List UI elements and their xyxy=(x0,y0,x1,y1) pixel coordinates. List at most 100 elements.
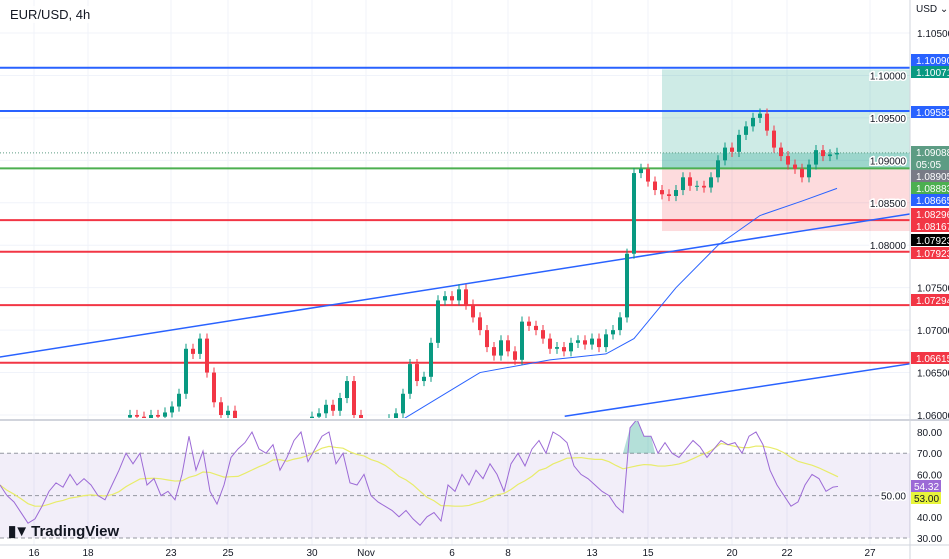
price-label-badge xyxy=(911,182,949,194)
position-target-zone xyxy=(662,69,910,169)
candle-body xyxy=(191,348,195,354)
candle-body xyxy=(359,415,363,418)
time-tick-label: 6 xyxy=(449,548,455,559)
time-tick-label: 20 xyxy=(726,548,738,559)
price-tick-label: 1.08000 xyxy=(870,241,907,252)
candle-body xyxy=(520,321,524,360)
candle-body xyxy=(534,325,538,331)
time-tick-label: 15 xyxy=(642,548,654,559)
moving-average-line xyxy=(404,187,838,418)
candle-body xyxy=(499,340,503,356)
price-label-text: 1.07923 xyxy=(916,236,949,247)
candle-body xyxy=(555,347,559,349)
candle-body xyxy=(135,415,139,417)
price-label-badge xyxy=(911,208,949,220)
candle-body xyxy=(744,126,748,135)
price-tick-label: 1.07000 xyxy=(917,326,949,337)
candle-body xyxy=(688,177,692,186)
candle-body xyxy=(653,181,657,191)
price-label-text: 1.09088 xyxy=(916,148,949,159)
price-label-text: 1.08167 xyxy=(916,222,949,233)
candle-body xyxy=(779,147,783,157)
currency-selector[interactable]: USD ⌄ xyxy=(916,4,948,15)
candle-body xyxy=(338,398,342,411)
candle-body xyxy=(324,404,328,414)
price-label-text: 1.10090 xyxy=(916,56,949,67)
currency-label: USD xyxy=(916,4,938,15)
rsi-overbought-fill xyxy=(623,421,655,454)
chevron-down-icon: ⌄ xyxy=(939,4,949,15)
price-label-text: 1.08883 xyxy=(916,184,949,195)
candle-body xyxy=(457,289,461,301)
price-label-badge xyxy=(911,294,949,306)
price-tick-label: 1.10000 xyxy=(870,71,907,82)
tradingview-logo[interactable]: ▮▼ TradingView xyxy=(8,522,120,541)
candle-body xyxy=(233,410,237,418)
candle-body xyxy=(548,338,552,349)
rsi-tick-label: 60.00 xyxy=(917,470,942,481)
candle-body xyxy=(268,436,272,442)
candle-body xyxy=(401,393,405,414)
time-tick-label: 23 xyxy=(165,548,177,559)
candle-body xyxy=(303,423,307,427)
candle-body xyxy=(310,416,314,418)
candle-body xyxy=(240,423,244,427)
candle-body xyxy=(793,164,797,169)
candle-body xyxy=(142,416,146,418)
symbol-title[interactable]: EUR/USD, 4h xyxy=(8,6,93,23)
candle-body xyxy=(506,340,510,352)
candle-body xyxy=(436,300,440,343)
candle-body xyxy=(415,364,419,382)
candle-body xyxy=(786,156,790,165)
candle-body xyxy=(814,150,818,165)
candle-body xyxy=(835,152,839,155)
candle-body xyxy=(541,330,545,339)
rsi-label-text: 54.32 xyxy=(914,482,939,493)
candle-body xyxy=(345,381,349,399)
candle-body xyxy=(275,432,279,436)
candle-body xyxy=(212,372,216,403)
price-tick-label: 1.06500 xyxy=(917,369,949,380)
countdown-text: 05:05 xyxy=(916,160,941,171)
candle-body xyxy=(282,428,286,432)
candle-body xyxy=(716,160,720,178)
time-tick-label: 27 xyxy=(864,548,876,559)
rsi-tick-label: 70.00 xyxy=(917,449,942,460)
candle-body xyxy=(597,338,601,348)
price-label-text: 1.07294 xyxy=(916,296,949,307)
candle-body xyxy=(485,330,489,348)
price-tick-label: 1.09000 xyxy=(870,156,907,167)
tradingview-logo-icon: ▮▼ xyxy=(8,523,29,540)
price-label-badge xyxy=(911,220,949,232)
candle-body xyxy=(219,402,223,416)
candle-body xyxy=(471,304,475,318)
candle-body xyxy=(646,168,650,182)
candle-body xyxy=(156,415,160,417)
candle-body xyxy=(331,404,335,411)
price-label-badge xyxy=(911,170,949,182)
time-tick-label: 18 xyxy=(82,548,94,559)
candle-body xyxy=(639,168,643,174)
candle-body xyxy=(443,296,447,301)
time-tick-label: 16 xyxy=(28,548,40,559)
price-tick-label: 1.08500 xyxy=(870,199,907,210)
candle-body xyxy=(198,338,202,354)
trendline xyxy=(0,213,910,358)
candle-body xyxy=(660,190,664,195)
price-label-text: 1.09581 xyxy=(916,108,949,119)
candle-body xyxy=(625,253,629,318)
candle-body xyxy=(737,134,741,152)
candle-body xyxy=(422,376,426,382)
logo-text: TradingView xyxy=(31,522,120,540)
candle-body xyxy=(576,340,580,343)
rsi-tick-label: 30.00 xyxy=(917,534,942,545)
price-label-badge xyxy=(911,146,949,170)
candle-body xyxy=(807,164,811,178)
rsi-tick-label: 50.00 xyxy=(881,492,906,503)
candle-body xyxy=(695,185,699,187)
candle-body xyxy=(821,150,825,157)
candle-body xyxy=(163,412,167,417)
candle-body xyxy=(226,410,230,416)
time-tick-label: 8 xyxy=(505,548,511,559)
